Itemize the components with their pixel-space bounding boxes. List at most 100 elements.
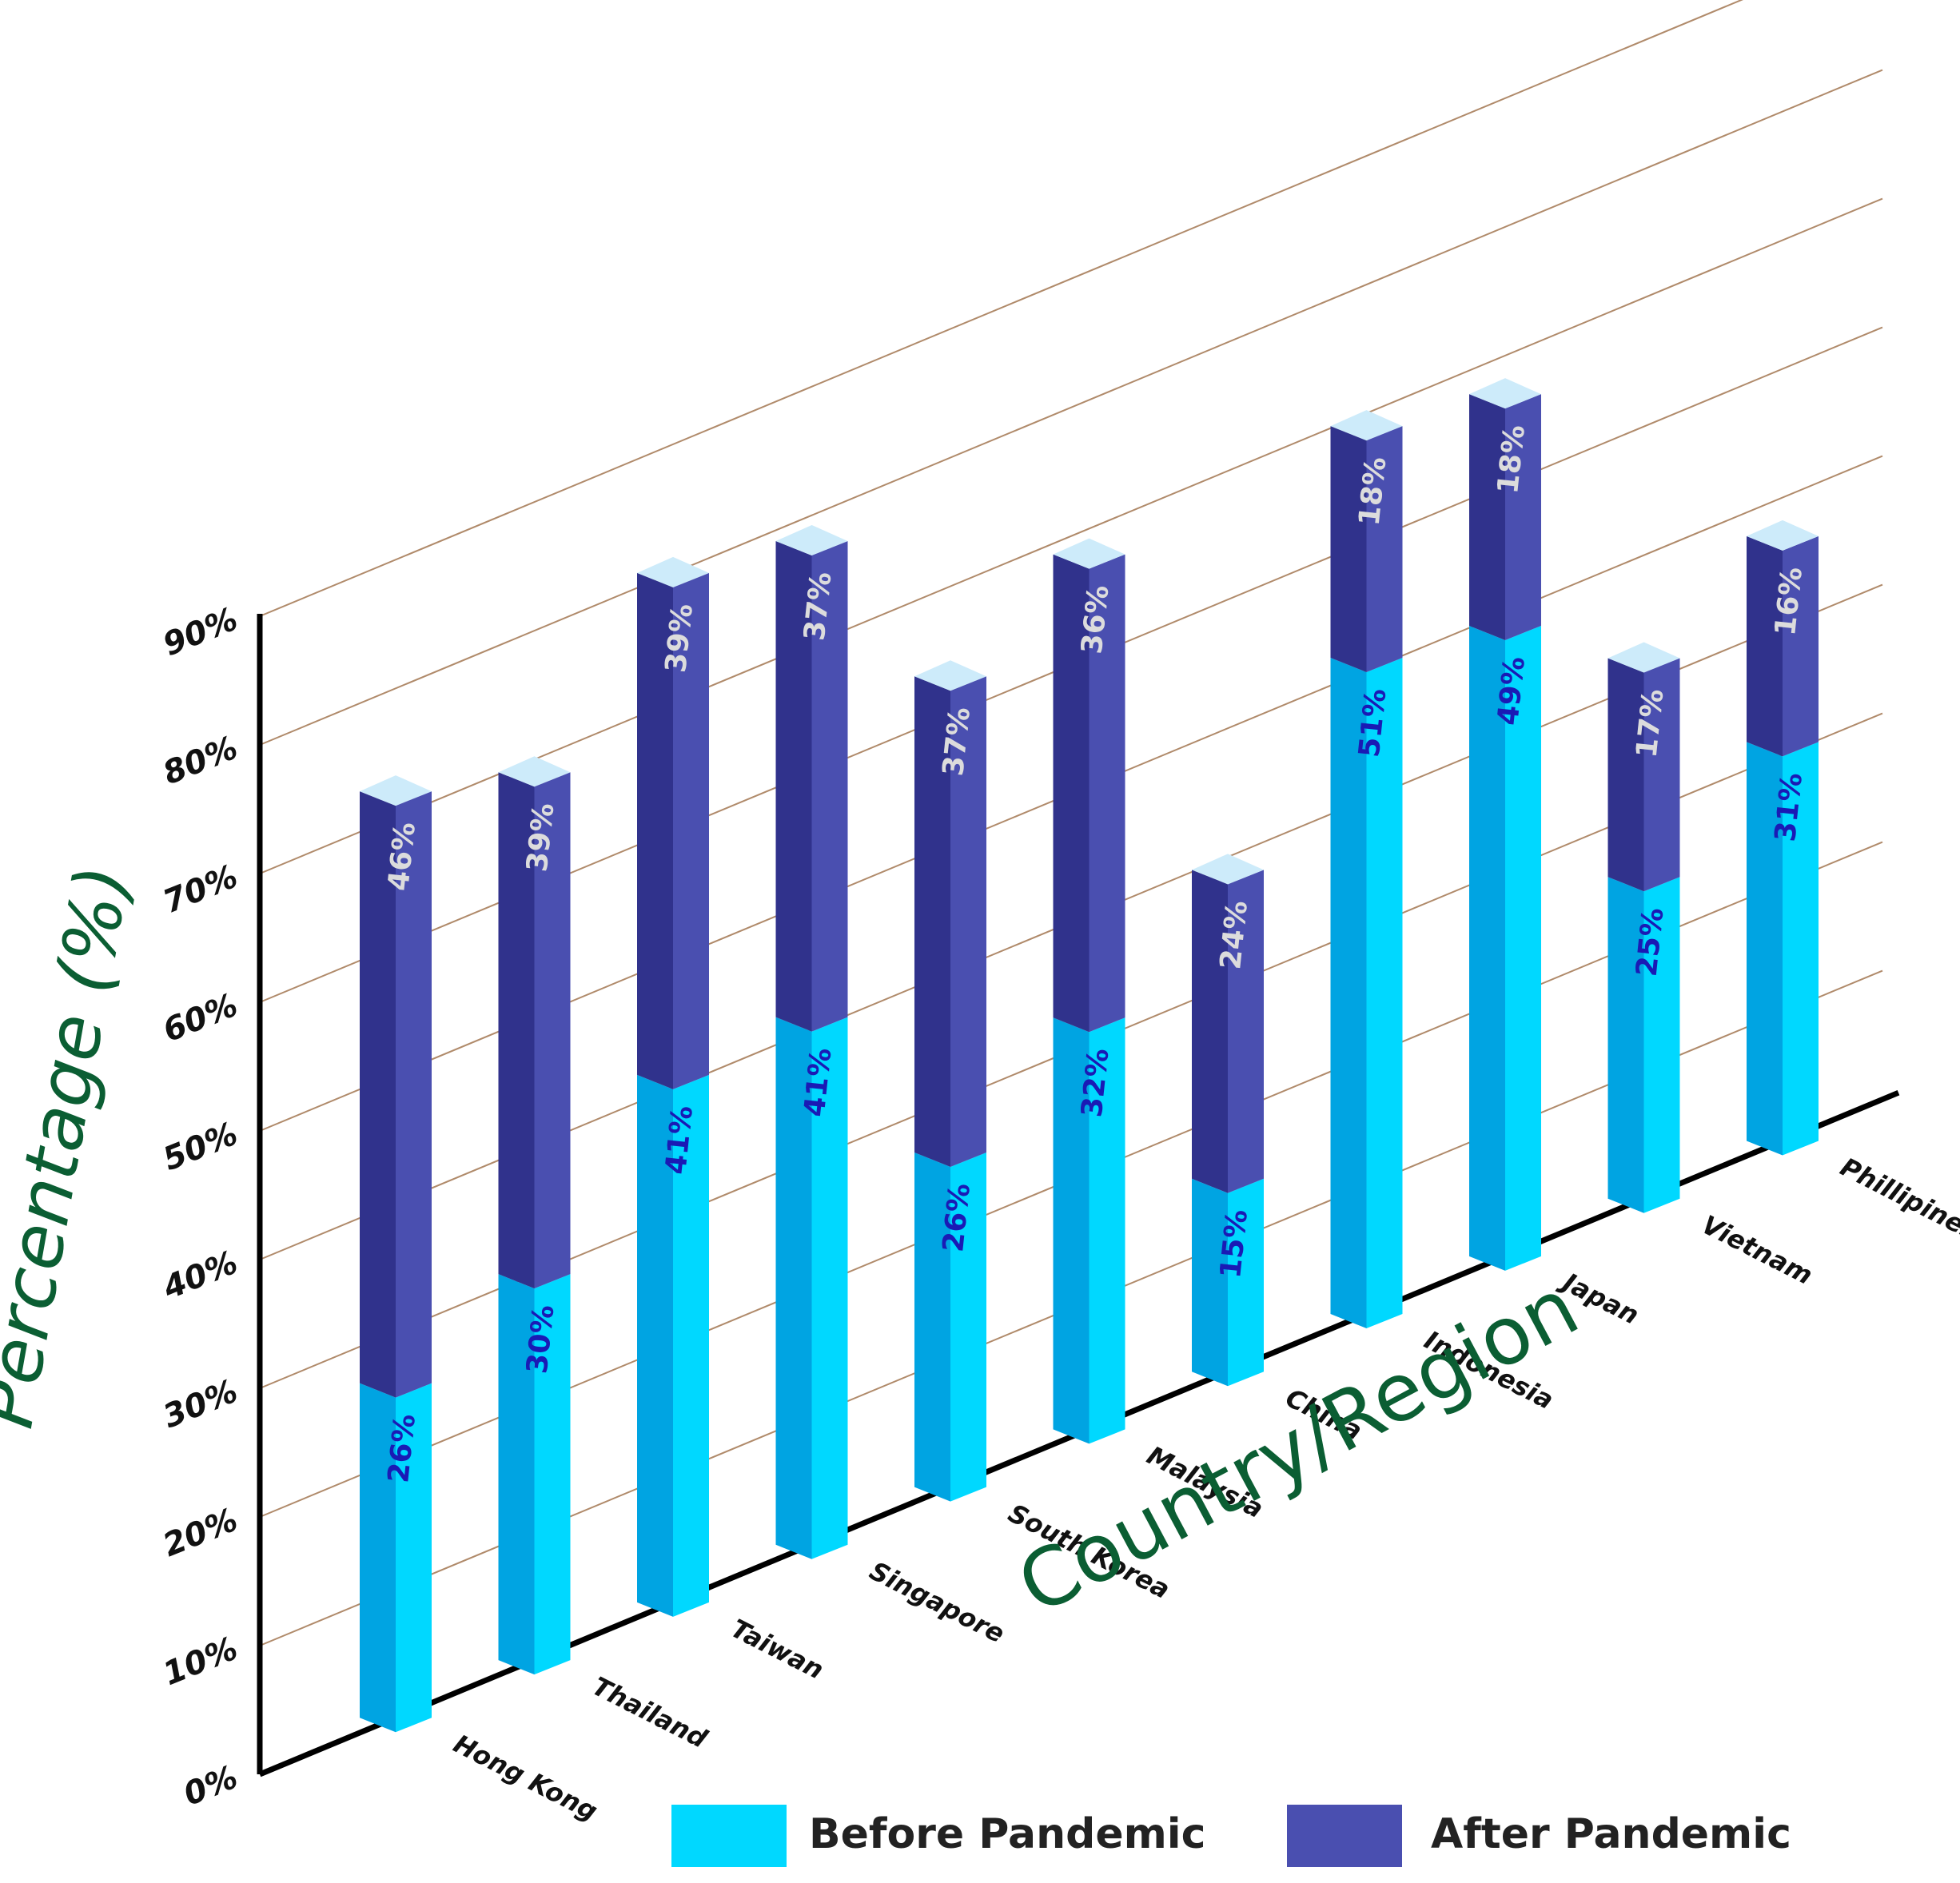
data-label-after: 37%	[937, 706, 977, 778]
data-label-after: 39%	[659, 603, 699, 675]
legend-swatch-after	[1287, 1805, 1402, 1867]
bar-top-cap	[360, 775, 432, 806]
legend-label-before: Before Pandemic	[809, 1810, 1205, 1858]
bar-after-right-face	[950, 676, 986, 1167]
data-label-after: 37%	[799, 571, 839, 643]
y-tick-label: 30%	[158, 1373, 243, 1436]
bar-top-cap	[1747, 520, 1819, 551]
bar-before-right-face	[1228, 1178, 1264, 1387]
x-tick-label: Hong Kong	[448, 1729, 602, 1827]
data-label-after: 18%	[1492, 424, 1532, 496]
bar-after-right-face	[1089, 554, 1125, 1033]
bar-after-right-face	[1505, 394, 1541, 640]
bar-taiwan: 41% 39%	[637, 556, 709, 1617]
bar-before-right-face	[950, 1152, 986, 1502]
y-tick-labels: 0% 10% 20% 30% 40% 50% 60% 70% 80% 90%	[157, 601, 243, 1813]
bar-after-left-face	[1053, 554, 1090, 1033]
bar-before-left-face	[1330, 657, 1367, 1329]
bar-after-left-face	[1330, 426, 1367, 672]
data-label-before: 25%	[1631, 906, 1671, 978]
legend-label-after: After Pandemic	[1431, 1810, 1791, 1858]
bar-before-left-face	[914, 1152, 950, 1502]
bar-after-right-face	[534, 772, 571, 1289]
bar-before-right-face	[1505, 625, 1541, 1271]
y-tick-label: 20%	[158, 1502, 243, 1565]
bar-vietnam: 25% 17%	[1607, 642, 1680, 1213]
gridline	[259, 69, 1883, 746]
y-tick-label: 50%	[158, 1116, 243, 1179]
bar-top-cap	[775, 524, 848, 555]
data-label-after: 36%	[1076, 583, 1116, 655]
bar-before-right-face	[1089, 1017, 1125, 1444]
x-tick-label: Singapore	[865, 1555, 1010, 1649]
data-label-before: 49%	[1492, 655, 1532, 727]
bar-top-cap	[637, 556, 709, 587]
bar-japan: 49% 18%	[1469, 378, 1541, 1271]
bar-before-right-face	[673, 1074, 709, 1617]
bar-before-left-face	[1607, 877, 1644, 1213]
data-label-before: 26%	[382, 1412, 422, 1484]
bar-singapore: 41% 37%	[775, 524, 848, 1559]
bar-after-right-face	[811, 540, 848, 1032]
bar-after-right-face	[673, 572, 709, 1089]
bar-indonesia: 51% 18%	[1330, 410, 1403, 1329]
bar-hong-kong: 26% 46%	[360, 775, 432, 1733]
bar-china: 15% 24%	[1192, 854, 1264, 1387]
bar-before-left-face	[1192, 1178, 1228, 1387]
y-tick-label: 10%	[158, 1630, 243, 1694]
bar-after-left-face	[1747, 535, 1783, 757]
data-label-before: 41%	[799, 1046, 839, 1118]
data-label-before: 51%	[1353, 687, 1393, 759]
bar-top-cap	[1192, 854, 1264, 885]
bar-before-right-face	[1783, 742, 1819, 1156]
bar-before-left-face	[775, 1017, 812, 1559]
bar-top-cap	[1053, 538, 1125, 569]
y-tick-label: 70%	[158, 858, 243, 922]
y-tick-label: 40%	[157, 1244, 243, 1308]
bar-after-right-face	[1228, 870, 1264, 1193]
bar-after-left-face	[498, 772, 535, 1289]
y-tick-label: 90%	[158, 601, 243, 664]
data-label-before: 41%	[659, 1104, 699, 1176]
bar-after-right-face	[1366, 426, 1403, 672]
gridline	[259, 0, 1743, 617]
bar-before-left-face	[1469, 625, 1505, 1271]
bar-top-cap	[498, 756, 571, 787]
data-label-before: 32%	[1076, 1047, 1116, 1119]
bar-top-cap	[1607, 642, 1680, 673]
bar-after-left-face	[775, 540, 812, 1032]
bar-before-left-face	[498, 1274, 535, 1675]
bar-before-right-face	[534, 1274, 571, 1675]
y-tick-label: 80%	[158, 730, 243, 793]
data-label-after: 17%	[1631, 687, 1671, 759]
data-label-after: 16%	[1769, 565, 1809, 637]
bar-after-left-face	[637, 572, 673, 1089]
bar-before-left-face	[360, 1383, 396, 1733]
bar-top-cap	[1330, 410, 1403, 441]
bar-malaysia: 32% 36%	[1053, 538, 1125, 1444]
bar-phillipines: 31% 16%	[1747, 520, 1819, 1156]
bar-top-cap	[1469, 378, 1541, 409]
data-label-before: 15%	[1214, 1208, 1254, 1280]
data-label-after: 24%	[1214, 899, 1254, 971]
y-tick-label: 0%	[179, 1759, 243, 1813]
bar-thailand: 30% 39%	[498, 756, 571, 1675]
bar-after-right-face	[1643, 658, 1680, 892]
bars: 26% 46% 30% 39% 41% 39% 41% 37% 26% 37% 32% 36% 15% 2…	[360, 378, 1819, 1733]
bar-top-cap	[914, 660, 986, 691]
bar-after-left-face	[360, 791, 396, 1398]
y-tick-label: 60%	[158, 987, 243, 1050]
y-axis-title: Percentage (%)	[0, 859, 146, 1434]
legend-swatch-before	[671, 1805, 787, 1867]
data-label-before: 30%	[521, 1304, 561, 1375]
legend: Before Pandemic After Pandemic	[671, 1805, 1791, 1867]
data-label-after: 46%	[382, 821, 422, 893]
x-tick-label: Thailand	[588, 1670, 713, 1754]
bar-south-korea: 26% 37%	[914, 660, 986, 1502]
data-label-after: 39%	[521, 802, 561, 874]
bar-after-left-face	[1469, 394, 1505, 640]
bar-after-left-face	[1192, 870, 1228, 1193]
bar-after-right-face	[1783, 535, 1819, 757]
data-label-after: 18%	[1353, 456, 1393, 527]
